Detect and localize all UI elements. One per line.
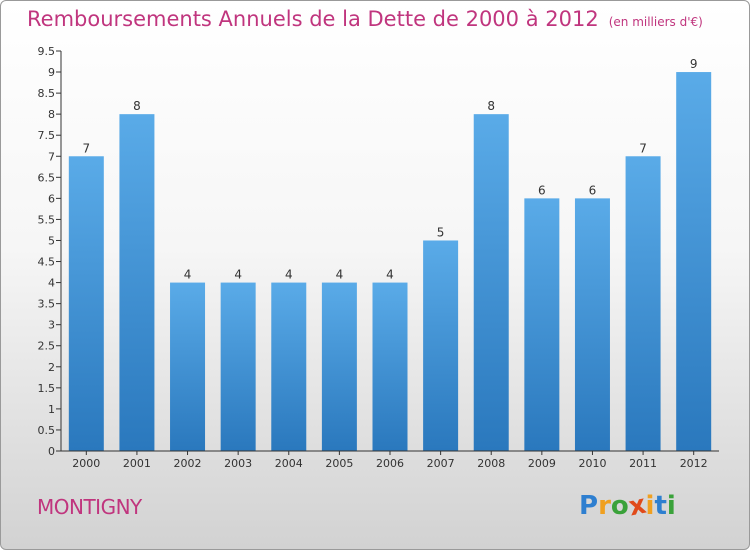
x-tick-label: 2004	[275, 457, 303, 470]
bar-2004	[271, 282, 307, 451]
logo-letter: r	[598, 491, 611, 521]
bar-2010	[574, 198, 610, 451]
y-tick-label: 8	[48, 108, 55, 121]
chart-title-text: Remboursements Annuels de la Dette de 20…	[27, 7, 599, 31]
x-tick-label: 2002	[174, 457, 202, 470]
bar-2012	[676, 72, 712, 451]
bar-value-label: 4	[386, 268, 394, 282]
y-axis: 0 0.5 1 1.5 2 2.5 3 3.5 4 4.5 5 5.5 6 6.5 7 7.5 8 8.5 9 9.5	[38, 45, 62, 458]
chart-title: Remboursements Annuels de la Dette de 20…	[27, 7, 703, 31]
bars: 7 8 4 4 4 4 4 5 8 6 6 7 9	[68, 57, 712, 451]
x-tick-label: 2000	[72, 457, 100, 470]
bar-2001	[119, 114, 155, 451]
bar-2002	[170, 282, 206, 451]
y-tick-label: 0	[48, 445, 55, 458]
x-tick-label: 2011	[629, 457, 657, 470]
bar-value-label: 6	[538, 183, 546, 197]
y-tick-label: 2	[48, 361, 55, 374]
bar-value-label: 5	[437, 225, 445, 239]
bar-value-label: 7	[82, 141, 90, 155]
bar-value-label: 8	[487, 99, 495, 113]
bar-2008	[473, 114, 509, 451]
x-tick-label: 2007	[427, 457, 455, 470]
x-tick-label: 2006	[376, 457, 404, 470]
town-name: MONTIGNY	[37, 495, 142, 519]
bar-value-label: 8	[133, 99, 141, 113]
bar-2011	[625, 156, 661, 451]
x-tick-label: 2010	[578, 457, 606, 470]
y-tick-label: 7	[48, 150, 55, 163]
bar-value-label: 9	[690, 57, 698, 71]
logo-letter: o	[610, 491, 629, 521]
x-axis: 2000 2001 2002 2003 2004 2005 2006 2007 2008 2009…	[61, 450, 719, 470]
bar-2000	[68, 156, 104, 451]
y-tick-label: 3	[48, 319, 55, 332]
y-tick-label: 5.5	[38, 213, 56, 226]
y-tick-label: 8.5	[38, 87, 56, 100]
bar-2005	[321, 282, 357, 451]
y-tick-label: 1	[48, 403, 55, 416]
y-tick-label: 6	[48, 192, 55, 205]
y-tick-label: 4.5	[38, 256, 56, 269]
bar-value-label: 7	[639, 141, 647, 155]
x-tick-label: 2012	[680, 457, 708, 470]
y-tick-label: 6.5	[38, 171, 56, 184]
proxiti-logo: Proxiti	[579, 490, 676, 523]
bar-2006	[372, 282, 408, 451]
y-tick-label: 1.5	[38, 382, 56, 395]
y-tick-label: 7.5	[38, 129, 56, 142]
y-tick-label: 4	[48, 277, 55, 290]
logo-letter: t	[654, 491, 667, 521]
bar-2009	[524, 198, 560, 451]
y-tick-label: 2.5	[38, 340, 56, 353]
x-tick-label: 2009	[528, 457, 556, 470]
bar-2003	[220, 282, 256, 451]
y-tick-label: 3.5	[38, 298, 56, 311]
chart-unit-text: (en milliers d'€)	[608, 15, 703, 29]
x-tick-label: 2008	[477, 457, 505, 470]
x-tick-label: 2003	[224, 457, 252, 470]
logo-letter: i	[645, 491, 655, 521]
bar-value-label: 4	[234, 268, 242, 282]
y-tick-label: 0.5	[38, 424, 56, 437]
bar-value-label: 4	[285, 268, 293, 282]
x-tick-label: 2005	[325, 457, 353, 470]
bar-2007	[423, 240, 459, 451]
x-tick-label: 2001	[123, 457, 151, 470]
bar-value-label: 4	[336, 268, 344, 282]
y-tick-label: 9.5	[38, 45, 56, 58]
bar-value-label: 4	[184, 268, 192, 282]
bar-value-label: 6	[589, 183, 597, 197]
logo-letter: i	[666, 491, 676, 521]
logo-letter: P	[579, 491, 599, 521]
y-tick-label: 5	[48, 234, 55, 247]
y-tick-label: 9	[48, 66, 55, 79]
